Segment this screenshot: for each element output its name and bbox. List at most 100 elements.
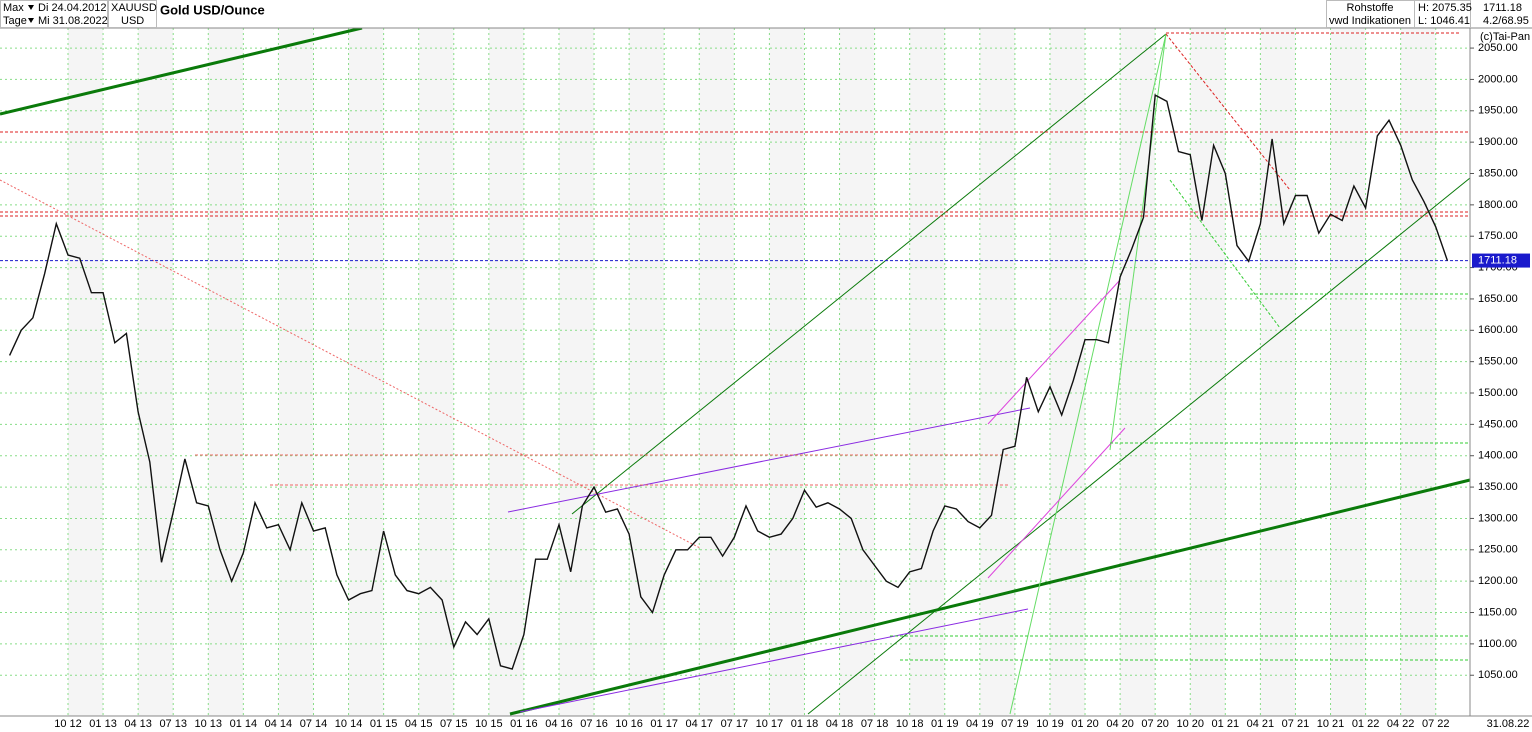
x-tick-label: 01 20: [1071, 718, 1099, 730]
currency: USD: [121, 15, 144, 27]
source: vwd Indikationen: [1329, 15, 1411, 27]
trend-line: [507, 407, 1031, 513]
band: [1260, 28, 1296, 716]
band: [1120, 28, 1156, 716]
y-tick-label: 1750.00: [1478, 230, 1518, 242]
y-tick-label: 1950.00: [1478, 105, 1518, 117]
x-tick-label: 07 15: [440, 718, 468, 730]
y-tick-label: 1800.00: [1478, 199, 1518, 211]
y-tick-label: 1150.00: [1478, 606, 1517, 618]
band: [979, 28, 1015, 716]
x-tick-label: 01 16: [510, 718, 538, 730]
trend-line: [1109, 33, 1167, 451]
y-tick-label: 1250.00: [1478, 544, 1518, 556]
x-tick-label: 04 19: [966, 718, 994, 730]
dropdown-arrow[interactable]: [28, 18, 34, 23]
marks: [0, 93, 1470, 670]
x-tick-label: 07 18: [861, 718, 889, 730]
y-tick-label: 1600.00: [1478, 324, 1518, 336]
x-tick-label: 04 17: [685, 718, 713, 730]
change: 4.2/68.95: [1483, 15, 1529, 27]
band: [278, 28, 314, 716]
trend-line: [0, 26, 363, 116]
x-tick-label: 01 15: [370, 718, 398, 730]
x-tick-label: 10 13: [195, 718, 223, 730]
trend-line: [519, 608, 1029, 713]
band: [418, 28, 454, 716]
band: [208, 28, 244, 716]
last-value-label: 1711.18: [1478, 254, 1517, 266]
y-tick-label: 1050.00: [1478, 669, 1518, 681]
band: [138, 28, 174, 716]
x-tick-label: 01 22: [1352, 718, 1380, 730]
start-date: Di 24.04.2012: [38, 2, 107, 14]
x-tick-label: 04 15: [405, 718, 433, 730]
x-tick-label: 10 20: [1176, 718, 1204, 730]
group: Rohstoffe: [1347, 2, 1394, 14]
y-tick-label: 1450.00: [1478, 418, 1518, 430]
x-tick-label: 01 19: [931, 718, 959, 730]
period[interactable]: Tage: [3, 15, 27, 27]
x-tick-label: 01 14: [230, 718, 258, 730]
range-box[interactable]: [0, 0, 108, 28]
symbol: XAUUSD: [111, 2, 157, 14]
x-tick-label: 10 21: [1317, 718, 1345, 730]
band: [68, 28, 104, 716]
y-tick-label: 1900.00: [1478, 136, 1518, 148]
band: [769, 28, 805, 716]
y-tick-label: 1350.00: [1478, 481, 1518, 493]
dropdown-arrow[interactable]: [28, 5, 34, 10]
band: [558, 28, 595, 716]
band: [1400, 28, 1436, 716]
trend-lines: [0, 26, 1471, 716]
high: H: 2075.35: [1418, 2, 1472, 14]
price-line: [8, 93, 1449, 670]
x-tick-label: 10 15: [475, 718, 503, 730]
end-date: Mi 31.08.2022: [38, 15, 108, 27]
x-tick-label: 07 21: [1282, 718, 1310, 730]
x-tick-label: 04 18: [826, 718, 854, 730]
x-tick-label: 04 16: [545, 718, 573, 730]
x-tick-label: 01 21: [1212, 718, 1240, 730]
x-tick-label: 04 14: [265, 718, 293, 730]
y-tick-label: 1650.00: [1478, 293, 1518, 305]
trend-line: [1009, 33, 1167, 715]
band: [839, 28, 875, 716]
y-tick-label: 1400.00: [1478, 450, 1518, 462]
band: [629, 28, 665, 716]
x-tick-label: 10 12: [54, 718, 82, 730]
x-tick-label: 04 22: [1387, 718, 1415, 730]
y-tick-label: 1200.00: [1478, 575, 1518, 587]
x-tick-label: 07 22: [1422, 718, 1450, 730]
y-tick-label: 1850.00: [1478, 167, 1518, 179]
axis: 10 12 01 13 04 13 07 13 10 13 01 14 04 14 07 14…: [54, 42, 1530, 730]
y-tick-label: 2050.00: [1478, 42, 1518, 54]
low: L: 1046.41: [1418, 15, 1470, 27]
trend-line: [807, 177, 1471, 715]
x-tick-label: 10 19: [1036, 718, 1064, 730]
range[interactable]: Max: [3, 2, 24, 14]
trend-line: [987, 427, 1126, 579]
y-tick-label: 1100.00: [1478, 638, 1517, 650]
x-tick-label: 10 17: [756, 718, 784, 730]
header-bg: [0, 0, 1532, 28]
trend-line: [571, 33, 1167, 515]
x-tick-label: 01 17: [650, 718, 678, 730]
hl-box: [1414, 0, 1471, 28]
grid: [0, 28, 1470, 716]
x-tick-label: 10 16: [615, 718, 643, 730]
trend-line: [509, 478, 1471, 716]
x-tick-label: 07 16: [580, 718, 608, 730]
x-tick-label: 07 19: [1001, 718, 1029, 730]
y-tick-label: 1500.00: [1478, 387, 1518, 399]
x-tick-label: 07 13: [159, 718, 187, 730]
last-price: 1711.18: [1483, 2, 1522, 14]
x-tick-label: 07 14: [300, 718, 328, 730]
bands: [68, 28, 1436, 716]
y-tick-label: 1550.00: [1478, 356, 1518, 368]
title: Gold USD/Ounce: [160, 2, 265, 17]
y-tick-label: 1300.00: [1478, 512, 1518, 524]
band: [699, 28, 735, 716]
